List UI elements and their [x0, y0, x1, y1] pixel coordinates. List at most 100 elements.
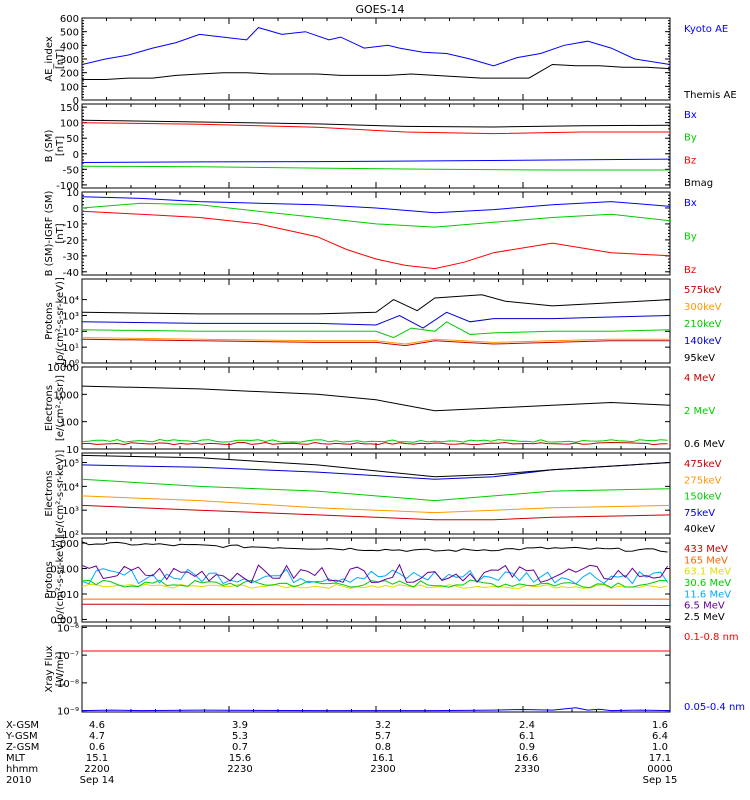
- legend-entry: 210keV: [684, 319, 722, 330]
- legend-entry: 6.5 MeV: [684, 601, 725, 612]
- panel-6: 10² 10³ 10⁴ 10⁵ Electrons [e/(cm²-s-sr-keV)] 4…: [44, 450, 722, 541]
- y-tick-label: -100: [56, 181, 79, 192]
- ephem-value: 16.6: [516, 753, 538, 764]
- y-tick-label: 0: [73, 96, 79, 107]
- series-line-themis-ae: [82, 63, 670, 80]
- y-tick-label: 10⁴: [62, 296, 79, 307]
- y-tick-label: 10000: [47, 363, 79, 374]
- series-line-bx: [82, 158, 670, 163]
- y-tick-label: 0: [73, 204, 79, 215]
- ephemeris-table: X-GSM 4.6 3.9 3.2 2.4 1.6 Y-GSM 4.7 5.3 5.7 6.1 6.4…: [5, 720, 677, 786]
- y-tick-label: -50: [63, 165, 79, 176]
- ephem-label: Z-GSM: [6, 742, 39, 753]
- legend-entry: 0.05-0.4 nm: [684, 702, 745, 713]
- y-tick-label: -20: [63, 236, 79, 247]
- y-tick-label: 500: [60, 28, 79, 39]
- legend-entry: 75keV: [684, 508, 715, 519]
- ephem-value: 0.8: [375, 742, 391, 753]
- plot-title: GOES-14: [355, 3, 404, 16]
- ephem-value: 2200: [84, 764, 109, 775]
- series-line-kyoto-ae: [82, 27, 670, 67]
- y-axis-label: [nT]: [55, 136, 66, 156]
- legend-entry: 63.1 MeV: [684, 567, 731, 578]
- legend-entry: 2.5 MeV: [684, 612, 725, 623]
- y-axis-label: Protons: [44, 561, 55, 598]
- ephem-value: 6.4: [652, 731, 668, 742]
- y-tick-label: 10⁻⁷: [57, 651, 79, 662]
- y-tick-label: 10⁻⁹: [57, 707, 79, 718]
- legend-entry: 433 MeV: [684, 544, 728, 555]
- series-line-433-mev: [82, 603, 670, 606]
- legend-entry: 300keV: [684, 302, 722, 313]
- panel-frame: [81, 452, 671, 535]
- legend-entry: 4 MeV: [684, 373, 715, 384]
- ephem-label: hhmm: [6, 764, 38, 775]
- legend-entry: 150keV: [684, 492, 722, 503]
- legend-entry: Bz: [684, 265, 696, 276]
- y-axis-label: [p/(cm²-s-sr-keV)]: [55, 536, 66, 624]
- y-tick-label: 0.001: [50, 615, 79, 626]
- y-tick-label: 600: [60, 14, 79, 25]
- y-tick-label: 400: [60, 41, 79, 52]
- y-tick-label: 10⁻⁶: [57, 623, 79, 634]
- series-line-by: [82, 165, 670, 171]
- ephem-value: 6.1: [519, 731, 535, 742]
- panel-frame: [81, 625, 671, 713]
- ephem-value: 2330: [514, 764, 539, 775]
- panel-2: -100 -50 0 50 100 150 B (SM) [nT] Bx By Bz Bmag: [44, 103, 713, 192]
- year-label: 2010: [6, 775, 31, 786]
- y-tick-label: -30: [63, 252, 79, 263]
- y-tick-label: 10: [66, 188, 79, 199]
- series-line-bx: [82, 196, 670, 214]
- legend-entry: 475keV: [684, 459, 722, 470]
- ephem-value: 5.3: [232, 731, 248, 742]
- y-tick-label: 150: [60, 103, 79, 114]
- y-tick-label: 10³: [62, 506, 79, 517]
- ephem-label: MLT: [6, 753, 26, 764]
- ephem-value: 0.6: [89, 742, 105, 753]
- ephem-value: 1.6: [652, 720, 668, 731]
- legend-entry: Bx: [684, 110, 697, 121]
- y-tick-label: 300: [60, 55, 79, 66]
- ephem-label: Y-GSM: [5, 731, 38, 742]
- legend-entry: 575keV: [684, 285, 722, 296]
- panel-5: 10 100 1000 10000 Electrons [e/(cm²-s-sr)] 4 M…: [44, 363, 725, 456]
- y-axis-label: [p/(cm²-s-sr-keV)]: [55, 277, 66, 365]
- series-line-150kev: [82, 478, 670, 502]
- series-line-140kev: [82, 311, 670, 329]
- ephem-value: 0.7: [232, 742, 248, 753]
- ephem-value: 3.2: [375, 720, 391, 731]
- legend-entry: 2 MeV: [684, 406, 715, 417]
- legend-entry: 11.6 MeV: [684, 589, 731, 600]
- y-axis-label: AE_index: [44, 36, 55, 82]
- ephem-value: 3.9: [232, 720, 248, 731]
- series-line-575kev: [82, 338, 670, 347]
- y-tick-label: 10⁰: [62, 359, 79, 370]
- legend-entry: 40keV: [684, 524, 715, 535]
- y-tick-label: 0.010: [50, 590, 79, 601]
- legend-entry: 30.6 MeV: [684, 578, 731, 589]
- ephem-value: 4.6: [89, 720, 105, 731]
- series-line-40kev: [82, 454, 670, 478]
- y-tick-label: 10¹: [62, 343, 79, 354]
- y-axis-label: [W/m²]: [55, 651, 66, 686]
- legend-entry: Themis AE: [683, 90, 737, 101]
- series-line-by: [82, 202, 670, 228]
- series-line-300kev: [82, 337, 670, 345]
- series-line-0-05-0-4-nm: [82, 707, 670, 712]
- series-line-0-6-mev: [82, 385, 670, 412]
- series-line-210kev: [82, 321, 670, 339]
- y-tick-label: 1000: [54, 390, 79, 401]
- y-axis-label: [e/(cm²-s-sr)]: [55, 375, 66, 441]
- legend-entry: 0.1-0.8 nm: [684, 632, 739, 643]
- y-tick-label: -40: [63, 268, 79, 279]
- legend-entry: Bx: [684, 198, 697, 209]
- ephem-value: 2300: [370, 764, 395, 775]
- series-line-bmag: [82, 119, 670, 128]
- y-tick-label: 10³: [62, 311, 79, 322]
- series-line-30-6-mev: [82, 579, 668, 589]
- y-tick-label: 0.100: [50, 565, 79, 576]
